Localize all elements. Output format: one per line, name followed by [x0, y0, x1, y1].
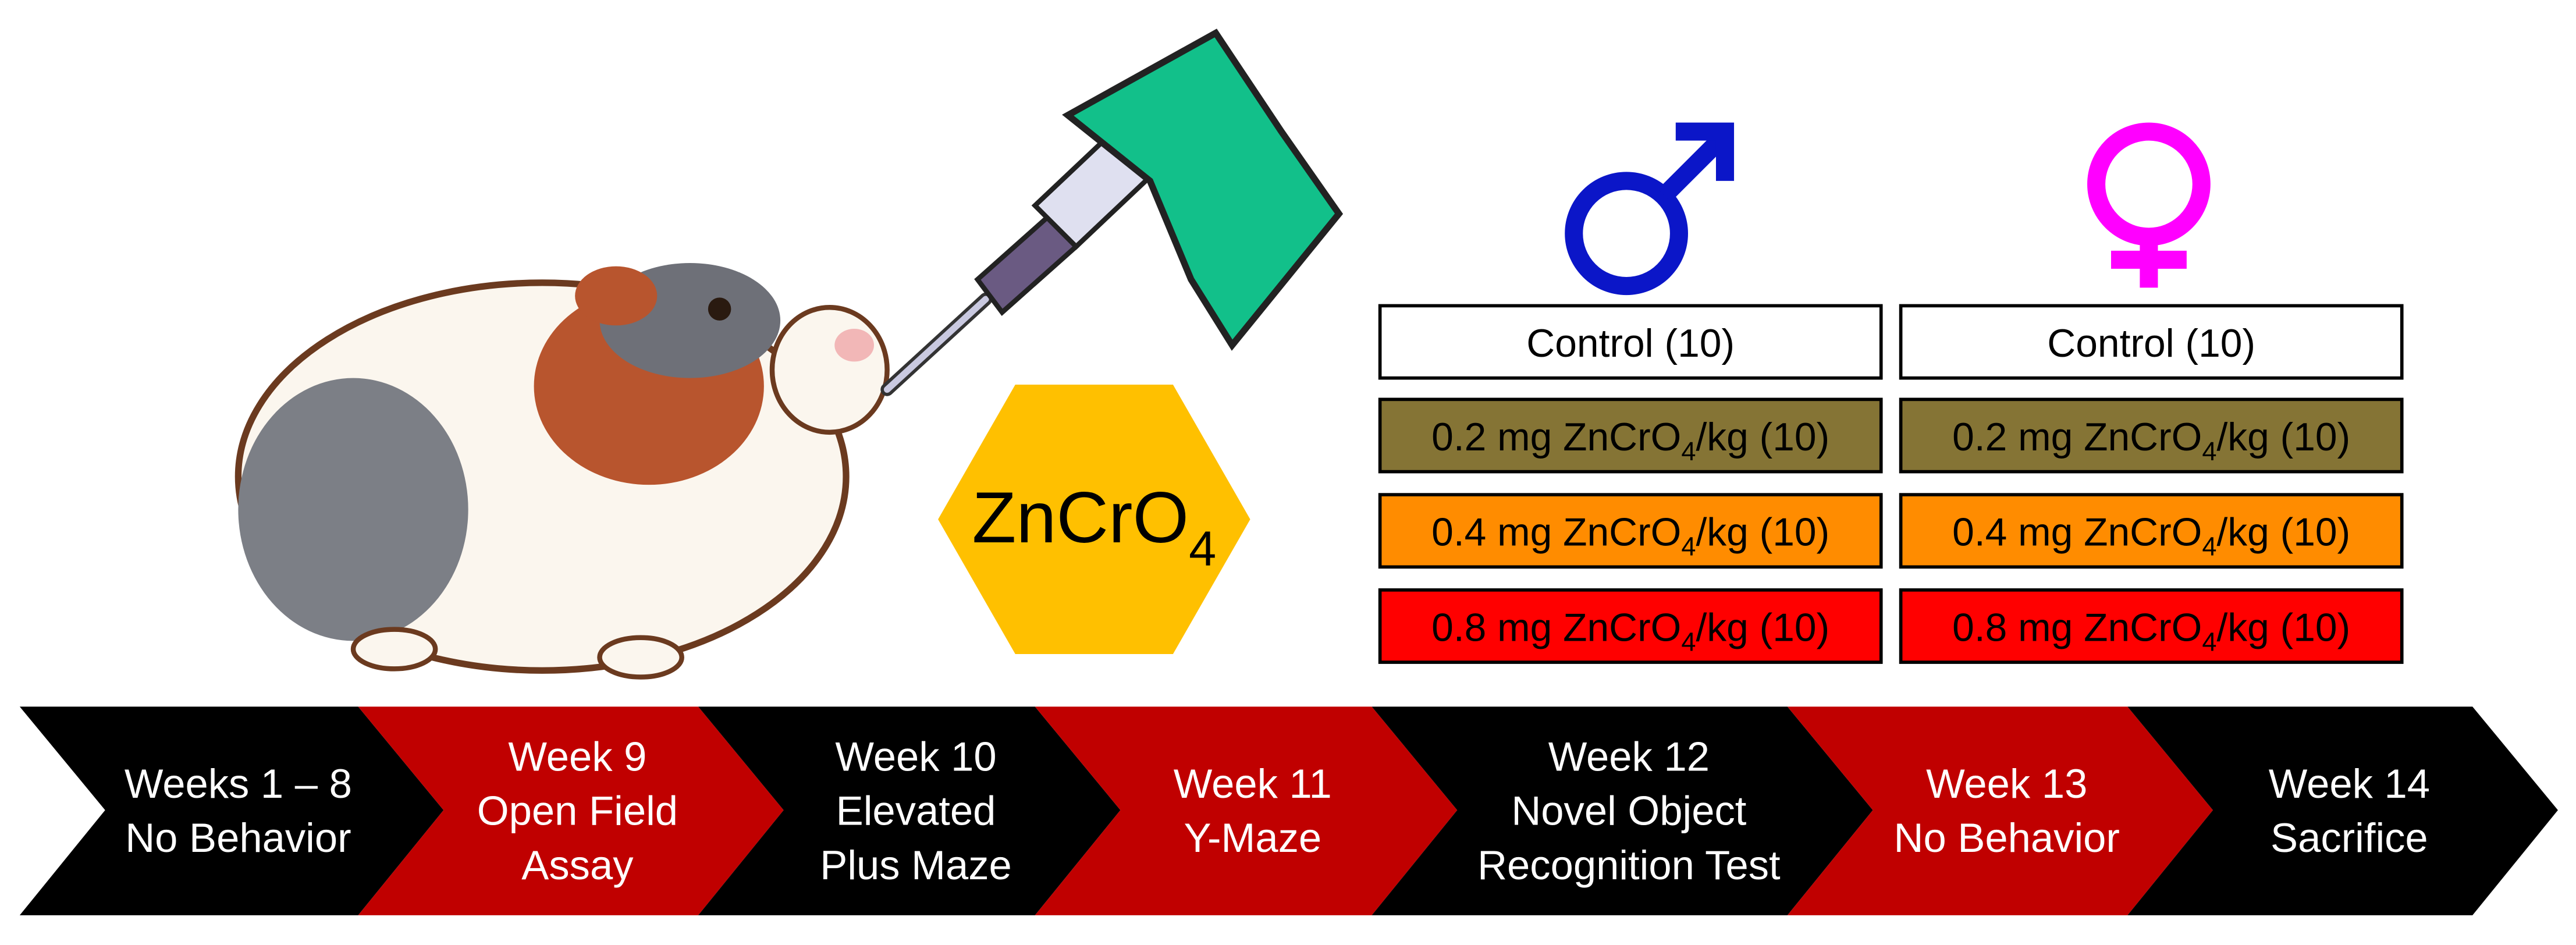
timeline-label: Y-Maze: [1184, 815, 1321, 861]
dose-suffix: /kg (10): [2216, 606, 2350, 649]
timeline-chevron: [358, 706, 784, 915]
groups: Control (10)0.2 mg ZnCrO4/kg (10)0.4 mg …: [1378, 304, 2404, 664]
dose-prefix: 0.4 mg ZnCrO: [1431, 511, 1681, 555]
timeline-label: No Behavior: [1894, 815, 2120, 861]
dose-suffix: /kg (10): [1696, 415, 1829, 459]
timeline-chevron: [698, 706, 1121, 915]
timeline-chevron: [2127, 706, 2558, 915]
dose-subscript: 4: [1681, 436, 1696, 466]
dose-prefix: 0.8 mg ZnCrO: [1952, 606, 2202, 649]
timeline-label: Assay: [521, 842, 634, 888]
compound-name: ZnCrO: [972, 478, 1189, 558]
dose-subscript: 4: [1681, 627, 1696, 656]
group-label: 0.8 mg ZnCrO4/kg (10): [1952, 606, 2350, 656]
dose-suffix: /kg (10): [1696, 511, 1829, 555]
group-box: [1378, 397, 1883, 474]
group-box: [1378, 493, 1883, 569]
dose-subscript: 4: [2202, 532, 2216, 562]
guinea-pig: [234, 263, 890, 680]
dose-subscript: 4: [2202, 436, 2216, 466]
pipette: [880, 29, 1344, 396]
compound-hexagon: [938, 384, 1250, 654]
timeline-label: Open Field: [477, 788, 678, 834]
timeline-label: Plus Maze: [820, 842, 1012, 888]
timeline-label: Week 9: [508, 733, 646, 779]
compound-label: ZnCrO4: [972, 478, 1216, 576]
female-symbol: [2087, 122, 2211, 288]
group-label: 0.2 mg ZnCrO4/kg (10): [1952, 415, 2350, 466]
timeline-label: Week 12: [1548, 733, 1710, 779]
timeline-chevron: [19, 706, 444, 915]
compound-subscript: 4: [1189, 521, 1216, 576]
group-box: [1899, 304, 2404, 380]
timeline-label: Novel Object: [1511, 788, 1746, 834]
timeline-label: Week 11: [1174, 761, 1332, 807]
group-label: 0.2 mg ZnCrO4/kg (10): [1431, 415, 1829, 466]
timeline-label: Elevated: [836, 788, 996, 834]
male-symbol: [1565, 122, 1735, 296]
timeline-label: Weeks 1 – 8: [125, 761, 352, 807]
group-label: 0.4 mg ZnCrO4/kg (10): [1431, 511, 1829, 562]
group-label: 0.8 mg ZnCrO4/kg (10): [1431, 606, 1829, 656]
group-label: Control (10): [2047, 322, 2255, 365]
timeline-chevron: [1035, 706, 1458, 915]
dose-suffix: /kg (10): [2216, 415, 2350, 459]
timeline-label: Week 14: [2269, 761, 2430, 807]
dose-prefix: 0.4 mg ZnCrO: [1952, 511, 2202, 555]
group-box: [1899, 588, 2404, 664]
group-box: [1899, 493, 2404, 569]
dose-suffix: /kg (10): [2216, 511, 2350, 555]
timeline-label: Week 10: [835, 733, 996, 779]
timeline: Weeks 1 – 8 No Behavior Week 9 Open Field As…: [19, 706, 2558, 915]
timeline-label: No Behavior: [125, 815, 351, 861]
dose-suffix: /kg (10): [1696, 606, 1829, 649]
dose-subscript: 4: [2202, 627, 2216, 656]
group-label: Control (10): [1526, 322, 1735, 365]
timeline-label: Sacrifice: [2271, 815, 2428, 861]
dose-prefix: 0.8 mg ZnCrO: [1431, 606, 1681, 649]
timeline-label: Week 13: [1926, 761, 2087, 807]
dose-prefix: 0.2 mg ZnCrO: [1952, 415, 2202, 459]
dose-prefix: 0.2 mg ZnCrO: [1431, 415, 1681, 459]
group-label: 0.4 mg ZnCrO4/kg (10): [1952, 511, 2350, 562]
group-box: [1378, 304, 1883, 380]
timeline-chevron: [1787, 706, 2213, 915]
timeline-label: Recognition Test: [1477, 842, 1781, 888]
group-box: [1899, 397, 2404, 474]
dose-subscript: 4: [1681, 532, 1696, 562]
group-box: [1378, 588, 1883, 664]
timeline-chevron: [1372, 706, 1873, 915]
